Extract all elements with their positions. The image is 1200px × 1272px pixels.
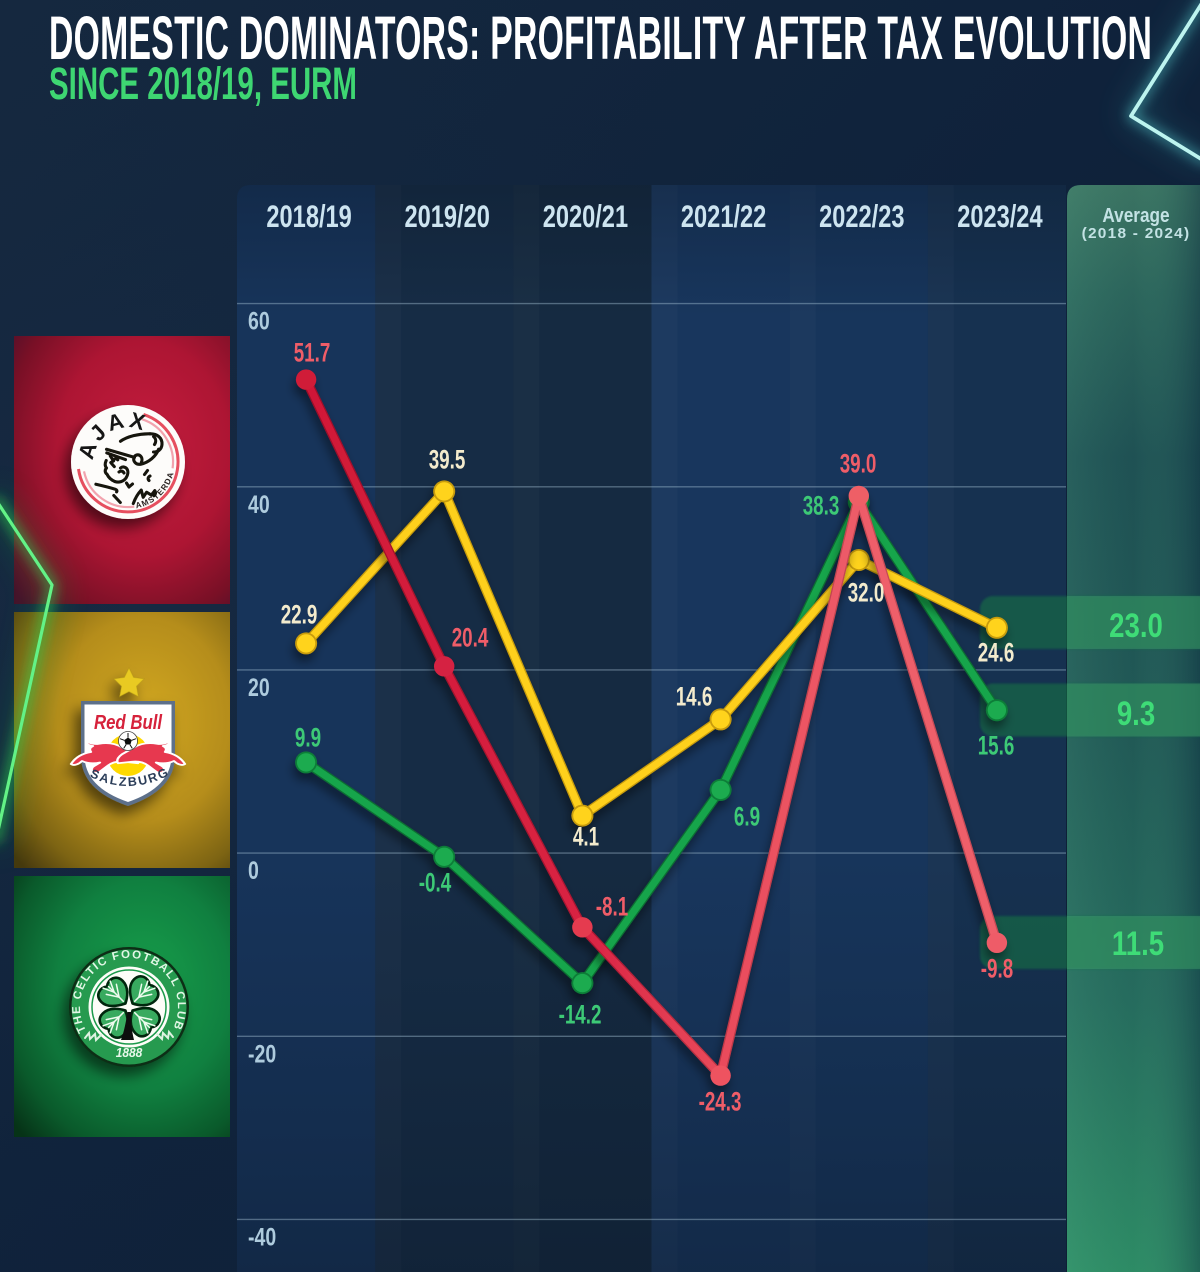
svg-text:(2018 - 2024): (2018 - 2024) <box>1082 225 1191 242</box>
svg-text:-9.8: -9.8 <box>981 953 1014 983</box>
svg-text:39.5: 39.5 <box>429 444 466 474</box>
svg-text:Red Bull: Red Bull <box>94 711 163 734</box>
svg-text:15.6: 15.6 <box>978 730 1015 760</box>
svg-text:-24.3: -24.3 <box>699 1086 742 1116</box>
svg-text:9.9: 9.9 <box>295 722 321 752</box>
svg-text:23.0: 23.0 <box>1109 606 1163 645</box>
svg-text:20.4: 20.4 <box>452 622 489 652</box>
svg-text:Average: Average <box>1102 204 1169 227</box>
svg-text:20: 20 <box>248 674 270 702</box>
svg-text:14.6: 14.6 <box>676 681 713 711</box>
svg-text:1888: 1888 <box>116 1046 143 1061</box>
svg-text:-20: -20 <box>248 1040 276 1068</box>
svg-text:-8.1: -8.1 <box>596 891 629 921</box>
svg-text:-0.4: -0.4 <box>419 867 452 897</box>
svg-text:-40: -40 <box>248 1223 276 1251</box>
svg-text:2022/23: 2022/23 <box>819 199 904 234</box>
svg-text:2023/24: 2023/24 <box>957 199 1043 234</box>
svg-text:4.1: 4.1 <box>573 821 599 851</box>
svg-text:-14.2: -14.2 <box>559 999 602 1029</box>
svg-text:2021/22: 2021/22 <box>681 199 766 234</box>
svg-text:9.3: 9.3 <box>1117 694 1155 733</box>
svg-text:11.5: 11.5 <box>1112 924 1164 963</box>
svg-text:2018/19: 2018/19 <box>266 199 351 234</box>
svg-text:24.6: 24.6 <box>978 637 1015 667</box>
svg-text:39.0: 39.0 <box>840 448 877 478</box>
svg-text:40: 40 <box>248 490 270 518</box>
svg-text:6.9: 6.9 <box>734 801 760 831</box>
svg-text:32.0: 32.0 <box>848 577 885 607</box>
svg-text:0: 0 <box>248 857 259 885</box>
svg-text:51.7: 51.7 <box>294 337 331 367</box>
svg-text:2020/21: 2020/21 <box>543 199 628 234</box>
svg-text:2019/20: 2019/20 <box>405 199 490 234</box>
svg-text:38.3: 38.3 <box>803 490 840 520</box>
svg-text:22.9: 22.9 <box>281 599 318 629</box>
svg-text:60: 60 <box>248 307 270 335</box>
